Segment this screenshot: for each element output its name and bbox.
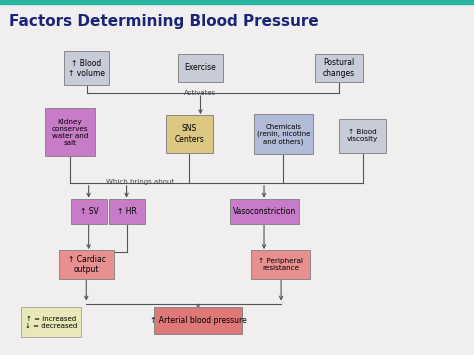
Text: Factors Determining Blood Pressure: Factors Determining Blood Pressure	[9, 14, 319, 29]
Text: ↑ Cardiac
output: ↑ Cardiac output	[68, 255, 105, 274]
FancyBboxPatch shape	[315, 54, 363, 82]
FancyBboxPatch shape	[64, 51, 109, 85]
FancyBboxPatch shape	[59, 250, 114, 279]
FancyBboxPatch shape	[339, 119, 386, 153]
Text: ↑ HR: ↑ HR	[117, 207, 137, 216]
FancyBboxPatch shape	[109, 199, 145, 224]
FancyBboxPatch shape	[45, 108, 95, 156]
Text: ↑ Arterial blood pressure: ↑ Arterial blood pressure	[149, 316, 246, 325]
Text: Postural
changes: Postural changes	[323, 58, 355, 77]
FancyBboxPatch shape	[166, 115, 213, 153]
Text: Vasoconstriction: Vasoconstriction	[233, 207, 296, 216]
FancyBboxPatch shape	[178, 54, 223, 82]
Bar	[0, 0, 474, 4]
FancyBboxPatch shape	[71, 199, 107, 224]
Text: Activates: Activates	[184, 90, 217, 96]
FancyBboxPatch shape	[230, 199, 299, 224]
FancyBboxPatch shape	[254, 114, 313, 154]
FancyBboxPatch shape	[21, 307, 81, 337]
Text: SNS
Centers: SNS Centers	[175, 124, 204, 144]
Text: Kidney
conserves
water and
salt: Kidney conserves water and salt	[52, 119, 88, 146]
Text: Which brings about: Which brings about	[106, 179, 174, 185]
Text: ↑ = increased
↓ = decreased: ↑ = increased ↓ = decreased	[25, 316, 77, 329]
Text: Exercise: Exercise	[184, 63, 216, 72]
FancyBboxPatch shape	[154, 307, 242, 334]
Text: ↑ Peripheral
resistance: ↑ Peripheral resistance	[258, 258, 303, 271]
Text: Chemicals
(renin, nicotine
and others): Chemicals (renin, nicotine and others)	[256, 124, 310, 144]
FancyBboxPatch shape	[251, 250, 310, 279]
Text: ↑ SV: ↑ SV	[80, 207, 98, 216]
Text: ↑ Blood
viscosity: ↑ Blood viscosity	[347, 129, 378, 142]
Text: ↑ Blood
↑ volume: ↑ Blood ↑ volume	[68, 59, 105, 78]
